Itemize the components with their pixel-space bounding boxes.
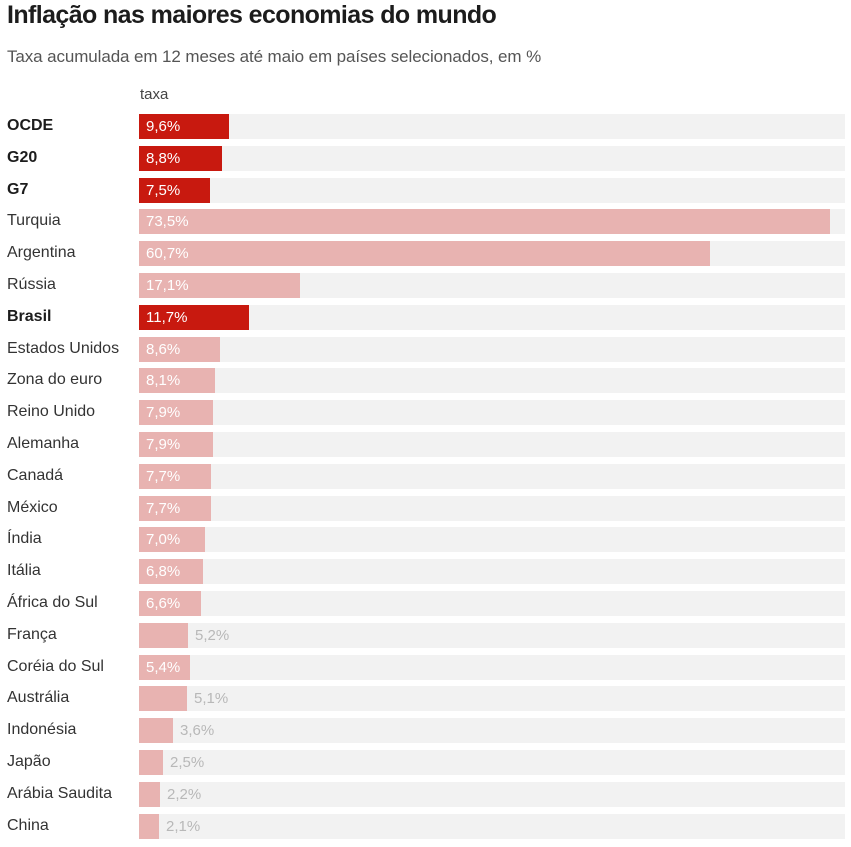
value-label: 8,8% bbox=[146, 149, 181, 167]
value-label: 5,1% bbox=[194, 690, 229, 708]
value-label: 7,9% bbox=[146, 404, 181, 422]
bar-track bbox=[139, 336, 845, 362]
bar bbox=[139, 718, 173, 744]
bar-track bbox=[139, 559, 845, 585]
row-label: Indonésia bbox=[7, 721, 77, 739]
value-label: 5,2% bbox=[195, 626, 230, 644]
bar bbox=[139, 813, 159, 839]
bar-track bbox=[139, 463, 845, 489]
bar bbox=[139, 495, 211, 521]
row-label: Canadá bbox=[7, 466, 64, 484]
row-label: Zona do euro bbox=[7, 371, 103, 389]
bar bbox=[139, 241, 710, 267]
row-label: México bbox=[7, 498, 58, 516]
bar bbox=[139, 559, 203, 585]
value-label: 73,5% bbox=[146, 213, 189, 231]
value-label: 6,6% bbox=[146, 595, 181, 612]
value-label: 2,5% bbox=[170, 754, 205, 771]
bar bbox=[139, 209, 830, 235]
value-label: 60,7% bbox=[146, 245, 189, 263]
bar-track bbox=[139, 591, 845, 616]
bar-track bbox=[139, 495, 845, 521]
bar-track bbox=[139, 177, 845, 203]
chart-subtitle: Taxa acumulada em 12 meses até maio em p… bbox=[7, 47, 542, 66]
bar-track bbox=[139, 400, 845, 426]
value-label: 7,0% bbox=[146, 531, 181, 549]
bar bbox=[139, 336, 220, 362]
bar bbox=[139, 750, 163, 775]
bar bbox=[139, 114, 229, 139]
row-label: Austrália bbox=[7, 689, 70, 707]
column-header: taxa bbox=[140, 86, 169, 103]
value-label: 2,2% bbox=[167, 785, 202, 803]
row-label: Rússia bbox=[7, 276, 56, 293]
bar-track bbox=[139, 654, 845, 680]
row-label: G20 bbox=[7, 148, 38, 166]
bar bbox=[139, 368, 215, 394]
value-label: 9,6% bbox=[146, 118, 181, 135]
bar bbox=[139, 304, 249, 330]
bar-track bbox=[139, 750, 845, 775]
bar-track bbox=[139, 432, 845, 457]
value-label: 6,8% bbox=[146, 563, 181, 581]
bar bbox=[139, 432, 213, 457]
value-label: 7,7% bbox=[146, 499, 181, 517]
row-label: Estados Unidos bbox=[7, 339, 120, 357]
row-label: África do Sul bbox=[7, 594, 98, 611]
value-label: 11,7% bbox=[146, 308, 188, 326]
bar bbox=[139, 686, 187, 712]
bar bbox=[139, 145, 222, 171]
bar-track bbox=[139, 527, 845, 553]
row-label: Itália bbox=[7, 562, 41, 580]
bar-track bbox=[139, 304, 845, 330]
bar-track bbox=[139, 622, 845, 648]
bar bbox=[139, 400, 213, 426]
bar-track bbox=[139, 368, 845, 394]
row-label: França bbox=[7, 625, 57, 643]
bar bbox=[139, 177, 210, 203]
chart-title: Inflação nas maiores economias do mundo bbox=[7, 1, 497, 29]
row-label: Argentina bbox=[7, 244, 76, 262]
row-label: China bbox=[7, 816, 49, 834]
value-label: 5,4% bbox=[146, 658, 181, 676]
value-label: 8,6% bbox=[146, 340, 181, 358]
bar bbox=[139, 622, 188, 648]
bar bbox=[139, 591, 201, 616]
row-label: Coréia do Sul bbox=[7, 657, 104, 675]
row-label: Turquia bbox=[7, 212, 61, 230]
bar-track bbox=[139, 813, 845, 839]
bar-track bbox=[139, 145, 845, 171]
row-label: Japão bbox=[7, 753, 51, 770]
value-label: 8,1% bbox=[146, 372, 181, 390]
value-label: 3,6% bbox=[180, 722, 215, 740]
bar-track bbox=[139, 114, 845, 139]
value-label: 7,9% bbox=[146, 436, 181, 453]
bar bbox=[139, 527, 205, 553]
value-label: 7,7% bbox=[146, 467, 181, 485]
row-label: OCDE bbox=[7, 117, 54, 134]
bar bbox=[139, 273, 300, 298]
row-label: Alemanha bbox=[7, 435, 80, 452]
row-label: Reino Unido bbox=[7, 403, 96, 421]
value-label: 17,1% bbox=[146, 277, 189, 294]
bar bbox=[139, 781, 160, 807]
bar-track bbox=[139, 686, 845, 712]
value-label: 7,5% bbox=[146, 181, 181, 199]
bar bbox=[139, 463, 211, 489]
row-label: Índia bbox=[7, 530, 42, 548]
bar bbox=[139, 654, 190, 680]
value-label: 2,1% bbox=[166, 817, 201, 835]
row-label: Brasil bbox=[7, 307, 52, 325]
row-label: Arábia Saudita bbox=[7, 784, 112, 802]
bar-track bbox=[139, 718, 845, 744]
bar-track bbox=[139, 781, 845, 807]
row-label: G7 bbox=[7, 180, 29, 198]
